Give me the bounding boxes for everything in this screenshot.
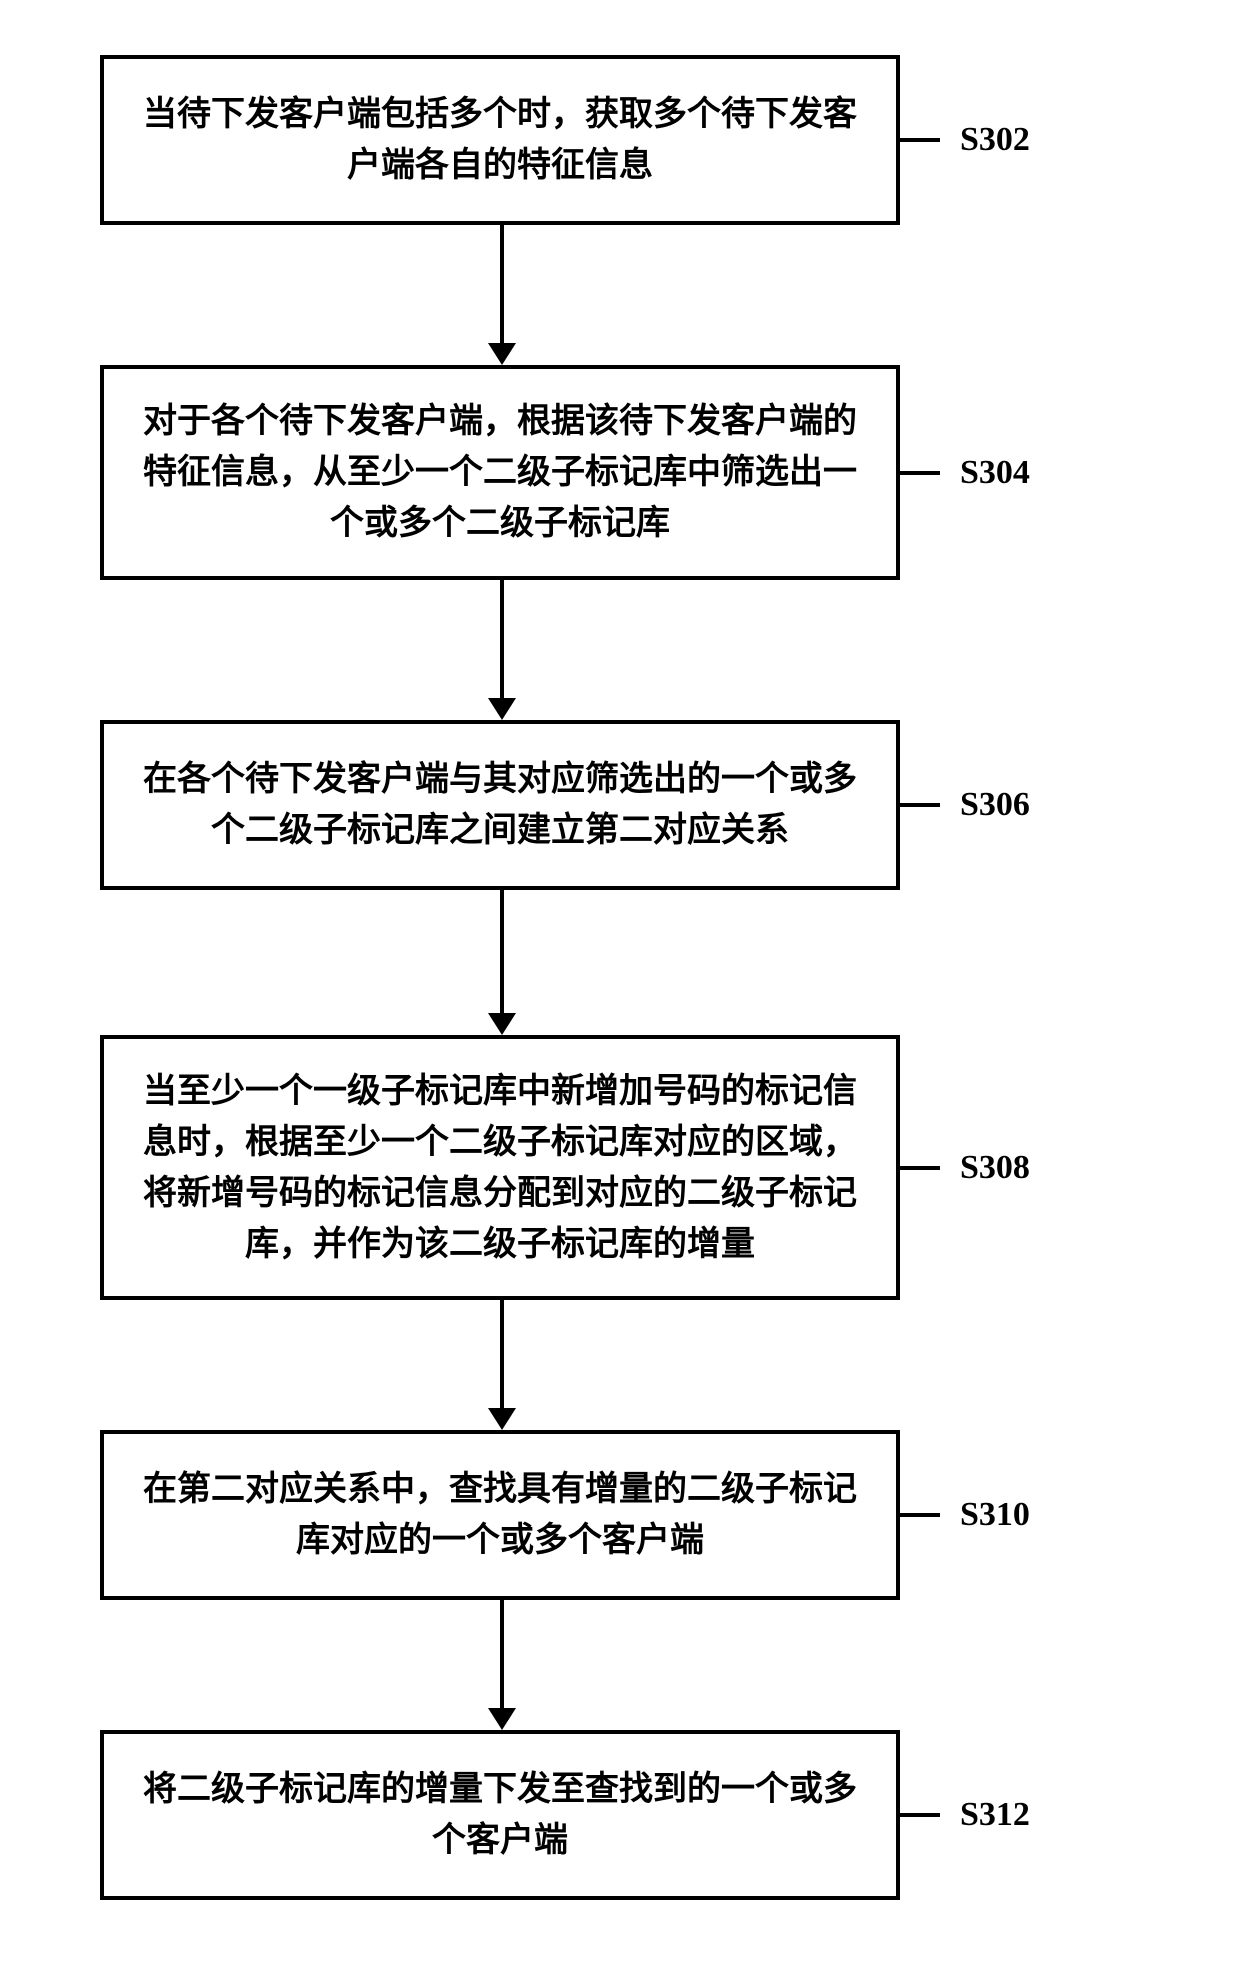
step-box-S306: 在各个待下发客户端与其对应筛选出的一个或多个二级子标记库之间建立第二对应关系 [100, 720, 900, 890]
step-label-S312: S312 [960, 1796, 1030, 1834]
flowchart-container: 当待下发客户端包括多个时，获取多个待下发客户端各自的特征信息 S302 对于各个待下… [100, 55, 1140, 1900]
arrow-down-icon [500, 1300, 504, 1430]
step-label-S310: S310 [960, 1496, 1030, 1534]
step-label-S308: S308 [960, 1149, 1030, 1187]
step-label-S306: S306 [960, 786, 1030, 824]
step-box-S308: 当至少一个一级子标记库中新增加号码的标记信息时，根据至少一个二级子标记库对应的区… [100, 1035, 900, 1300]
step-box-S304: 对于各个待下发客户端，根据该待下发客户端的特征信息，从至少一个二级子标记库中筛选… [100, 365, 900, 580]
step-row-S310: 在第二对应关系中，查找具有增量的二级子标记库对应的一个或多个客户端 S310 [100, 1430, 1140, 1600]
step-box-S302: 当待下发客户端包括多个时，获取多个待下发客户端各自的特征信息 [100, 55, 900, 225]
arrow-down-icon [500, 890, 504, 1035]
step-row-S302: 当待下发客户端包括多个时，获取多个待下发客户端各自的特征信息 S302 [100, 55, 1140, 225]
connector-line [900, 1513, 940, 1517]
step-box-S312: 将二级子标记库的增量下发至查找到的一个或多个客户端 [100, 1730, 900, 1900]
arrow-down-icon [500, 225, 504, 365]
connector-line [900, 1813, 940, 1817]
step-label-S304: S304 [960, 454, 1030, 492]
connector-line [900, 471, 940, 475]
step-row-S312: 将二级子标记库的增量下发至查找到的一个或多个客户端 S312 [100, 1730, 1140, 1900]
arrow-down-icon [500, 580, 504, 720]
connector-line [900, 138, 940, 142]
step-label-S302: S302 [960, 121, 1030, 159]
step-row-S304: 对于各个待下发客户端，根据该待下发客户端的特征信息，从至少一个二级子标记库中筛选… [100, 365, 1140, 580]
step-row-S308: 当至少一个一级子标记库中新增加号码的标记信息时，根据至少一个二级子标记库对应的区… [100, 1035, 1140, 1300]
arrow-down-icon [500, 1600, 504, 1730]
connector-line [900, 1166, 940, 1170]
step-row-S306: 在各个待下发客户端与其对应筛选出的一个或多个二级子标记库之间建立第二对应关系 S3… [100, 720, 1140, 890]
connector-line [900, 803, 940, 807]
step-box-S310: 在第二对应关系中，查找具有增量的二级子标记库对应的一个或多个客户端 [100, 1430, 900, 1600]
